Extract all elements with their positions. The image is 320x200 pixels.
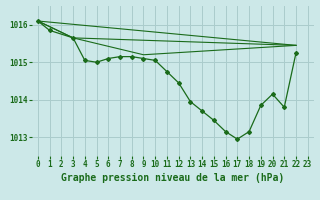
X-axis label: Graphe pression niveau de la mer (hPa): Graphe pression niveau de la mer (hPa) [61,173,284,183]
